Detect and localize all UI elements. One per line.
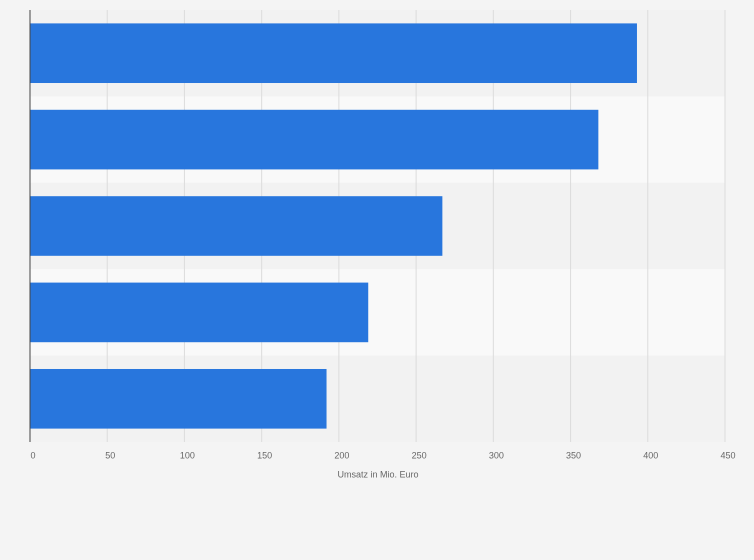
x-tick-label: 450 [720, 450, 735, 460]
bar [30, 282, 369, 343]
x-tick-label: 100 [180, 450, 195, 460]
x-tick-label: 50 [105, 450, 115, 460]
x-tick-label: 250 [412, 450, 427, 460]
x-tick-label: 0 [30, 450, 35, 460]
x-tick-label: 350 [566, 450, 581, 460]
x-tick-label: 150 [257, 450, 272, 460]
bar [30, 368, 327, 429]
x-tick-label: 200 [334, 450, 349, 460]
bar [30, 196, 443, 256]
x-tick-label: 400 [643, 450, 658, 460]
x-axis-title: Umsatz in Mio. Euro [337, 469, 418, 479]
bar [30, 109, 599, 170]
x-tick-label: 300 [489, 450, 504, 460]
bar [30, 23, 637, 84]
